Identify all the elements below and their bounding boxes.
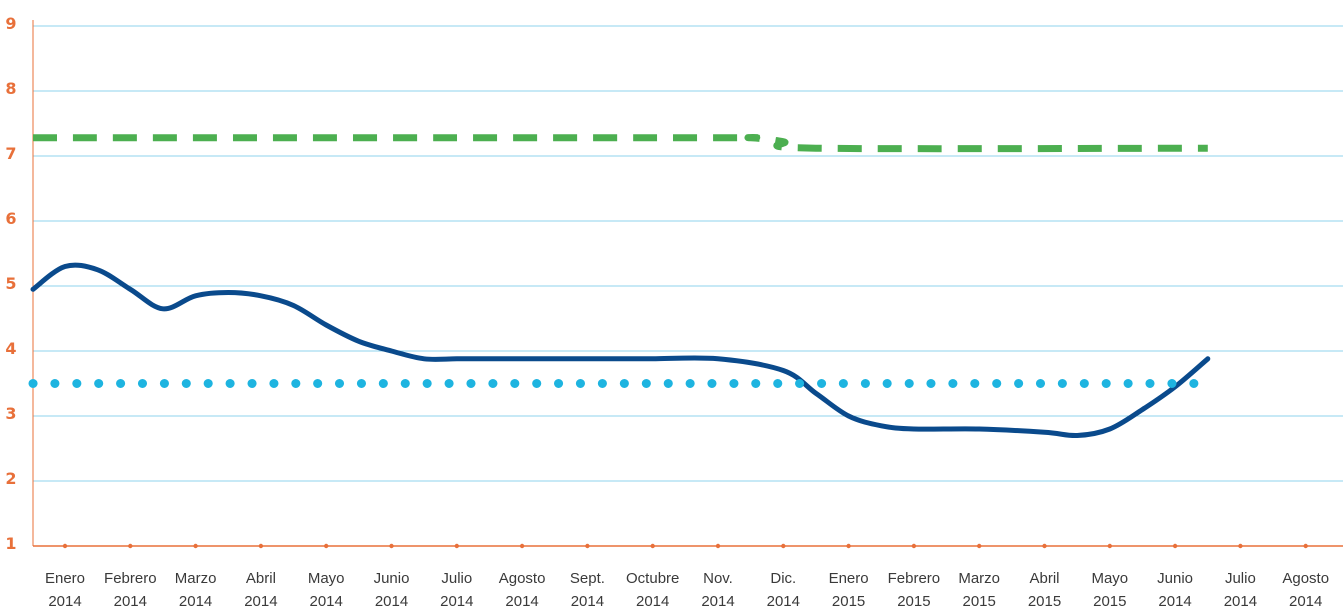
x-tick-label-year: 2014 — [440, 593, 473, 610]
x-tick-mark — [1107, 543, 1113, 549]
x-tick-label-month: Junio — [1157, 570, 1193, 587]
x-axis: Enero 2014 Febrero 2014 Marzo 2014 Abril 2014 Ma… — [33, 543, 1343, 610]
y-tick-label: 3 — [5, 404, 16, 423]
series-line-solid — [30, 262, 1211, 439]
x-tick-mark — [62, 543, 68, 549]
y-tick-label: 8 — [5, 79, 16, 98]
x-tick-mark — [977, 543, 982, 549]
x-tick-label-month: Agosto — [1282, 570, 1329, 587]
x-tick-label-month: Marzo — [175, 570, 217, 587]
x-tick-mark — [519, 543, 525, 549]
x-tick-label-month: Junio — [374, 570, 410, 587]
x-tick-mark — [324, 543, 329, 549]
x-tick-mark — [1042, 543, 1047, 549]
x-tick-mark — [128, 543, 133, 549]
x-tick-label-month: Julio — [441, 570, 472, 587]
x-tick-label-month: Febrero — [888, 570, 941, 587]
x-tick-label-year: 2014 — [310, 593, 343, 610]
y-tick-label: 2 — [5, 469, 16, 488]
x-tick-mark — [193, 543, 198, 549]
y-tick-label: 6 — [5, 209, 16, 228]
x-tick-label-month: Enero — [829, 570, 869, 587]
x-tick-label-year: 2014 — [701, 593, 734, 610]
x-tick-mark — [258, 543, 264, 549]
x-tick-label-month: Agosto — [499, 570, 546, 587]
x-tick-label-year: 2014 — [114, 593, 147, 610]
x-tick-mark — [1172, 543, 1178, 549]
y-tick-label: 7 — [5, 144, 16, 163]
x-tick-label-year: 2014 — [48, 593, 81, 610]
x-tick-label-month: Abril — [1029, 570, 1059, 587]
x-tick-mark — [781, 543, 786, 549]
x-tick-label-year: 2014 — [1224, 593, 1257, 610]
x-tick-label-year: 2014 — [505, 593, 538, 610]
x-tick-label-year: 2014 — [244, 593, 277, 610]
x-tick-mark — [454, 543, 459, 549]
x-tick-label-year: 2014 — [179, 593, 212, 610]
y-axis: 1 2 3 4 5 6 7 8 9 — [5, 14, 34, 553]
x-tick-label-year: 2014 — [636, 593, 669, 610]
x-tick-label-year: 2014 — [1158, 593, 1191, 610]
x-tick-mark — [911, 543, 917, 549]
x-tick-label-month: Enero — [45, 570, 85, 587]
x-tick-mark — [715, 543, 721, 549]
grid-lines — [33, 25, 1343, 482]
x-tick-mark — [1238, 543, 1243, 549]
x-tick-label-year: 2015 — [832, 593, 865, 610]
x-tick-label-year: 2014 — [1289, 593, 1322, 610]
series-line-dashed — [33, 134, 1208, 153]
y-tick-label: 9 — [5, 14, 16, 33]
x-tick-label-month: Dic. — [770, 570, 796, 587]
x-tick-mark — [1303, 543, 1308, 549]
x-tick-label-month: Sept. — [570, 570, 605, 587]
x-tick-mark — [650, 543, 655, 549]
x-tick-label-month: Nov. — [703, 570, 733, 587]
x-tick-mark — [585, 543, 590, 549]
y-tick-label: 4 — [5, 339, 16, 358]
x-tick-label-year: 2014 — [767, 593, 800, 610]
x-tick-label-year: 2015 — [963, 593, 996, 610]
x-tick-label-year: 2015 — [897, 593, 930, 610]
y-tick-label: 5 — [5, 274, 16, 293]
x-tick-label-year: 2015 — [1028, 593, 1061, 610]
x-tick-label-month: Marzo — [958, 570, 1000, 587]
y-tick-label: 1 — [5, 534, 16, 553]
x-tick-label-year: 2014 — [375, 593, 408, 610]
x-tick-label-month: Julio — [1225, 570, 1256, 587]
x-tick-label-month: Mayo — [308, 570, 345, 587]
x-tick-label-year: 2014 — [571, 593, 604, 610]
x-tick-label-month: Abril — [246, 570, 276, 587]
x-tick-label-month: Octubre — [626, 570, 679, 587]
x-tick-label-month: Mayo — [1091, 570, 1128, 587]
x-tick-mark — [846, 543, 851, 549]
series-layer — [28, 134, 1213, 439]
x-tick-label-year: 2015 — [1093, 593, 1126, 610]
x-tick-label-month: Febrero — [104, 570, 157, 587]
x-tick-mark — [389, 543, 394, 549]
